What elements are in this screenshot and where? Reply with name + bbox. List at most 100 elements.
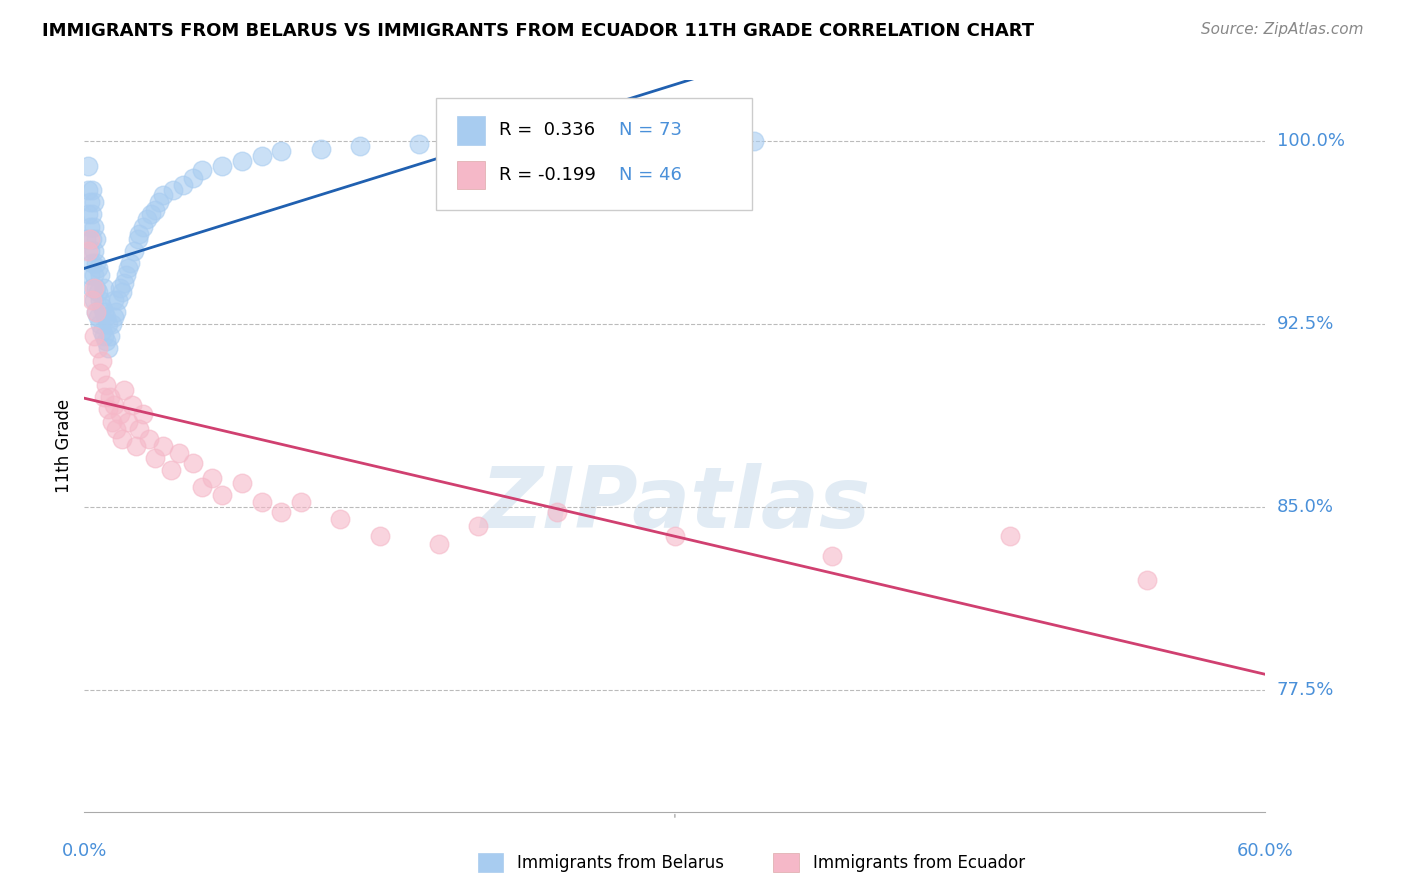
Point [128, 422, 150, 436]
Point [250, 495, 273, 509]
Text: N = 46: N = 46 [619, 166, 682, 184]
Point [329, 512, 352, 526]
Point [83, 329, 105, 343]
Point [91, 300, 114, 314]
Point [117, 260, 139, 275]
Point [605, 134, 627, 148]
Text: 85.0%: 85.0% [1277, 498, 1333, 516]
Point [103, 310, 125, 324]
Point [97, 402, 120, 417]
Point [77, 159, 100, 173]
Point [97, 317, 120, 331]
Point [143, 202, 166, 217]
Point [89, 268, 111, 283]
Text: Source: ZipAtlas.com: Source: ZipAtlas.com [1201, 22, 1364, 37]
Point [143, 451, 166, 466]
Text: ZIPatlas: ZIPatlas [479, 463, 870, 546]
Point [408, 136, 430, 151]
Text: Immigrants from Belarus: Immigrants from Belarus [517, 854, 724, 871]
Point [79, 195, 101, 210]
Point [104, 422, 127, 436]
Point [111, 432, 134, 446]
Point [84, 280, 107, 294]
Point [191, 163, 214, 178]
Point [93, 305, 115, 319]
Point [467, 519, 489, 533]
Point [136, 212, 159, 227]
Point [83, 280, 105, 294]
Point [87, 260, 110, 275]
Point [98, 329, 121, 343]
Text: IMMIGRANTS FROM BELARUS VS IMMIGRANTS FROM ECUADOR 11TH GRADE CORRELATION CHART: IMMIGRANTS FROM BELARUS VS IMMIGRANTS FR… [42, 22, 1035, 40]
Point [111, 285, 134, 300]
Point [309, 142, 332, 156]
Point [94, 310, 117, 324]
Y-axis label: 11th Grade: 11th Grade [55, 399, 73, 493]
Point [162, 183, 184, 197]
Point [82, 280, 104, 294]
Point [138, 432, 160, 446]
Point [152, 187, 174, 202]
Point [79, 219, 101, 234]
Point [231, 153, 253, 168]
Point [172, 178, 194, 193]
Point [89, 293, 111, 307]
Point [201, 471, 224, 485]
Point [132, 407, 155, 421]
Point [91, 353, 114, 368]
Point [467, 136, 489, 151]
Point [368, 529, 391, 543]
Point [91, 325, 114, 339]
Point [148, 195, 170, 210]
Point [83, 293, 105, 307]
Point [211, 488, 233, 502]
Point [526, 134, 548, 148]
Point [79, 244, 101, 258]
Point [84, 305, 107, 319]
Point [546, 505, 568, 519]
Point [94, 378, 117, 392]
Point [128, 227, 150, 241]
Point [108, 280, 131, 294]
Point [83, 268, 105, 283]
Point [211, 159, 233, 173]
Point [83, 219, 105, 234]
Point [152, 439, 174, 453]
Point [427, 536, 450, 550]
Text: 100.0%: 100.0% [1277, 132, 1344, 150]
Text: 0.0%: 0.0% [62, 842, 107, 860]
Text: R =  0.336: R = 0.336 [499, 121, 595, 139]
Point [87, 285, 110, 300]
Point [290, 495, 312, 509]
Point [664, 529, 686, 543]
Point [167, 446, 190, 460]
Point [108, 407, 131, 421]
Point [77, 207, 100, 221]
Point [114, 268, 136, 283]
Point [82, 207, 104, 221]
Text: 92.5%: 92.5% [1277, 315, 1334, 333]
Point [160, 463, 183, 477]
Point [349, 139, 371, 153]
Text: 77.5%: 77.5% [1277, 681, 1334, 698]
Point [82, 183, 104, 197]
Point [101, 415, 124, 429]
Point [93, 390, 115, 404]
Point [82, 293, 104, 307]
Point [821, 549, 844, 563]
Point [118, 256, 141, 270]
Text: Immigrants from Ecuador: Immigrants from Ecuador [813, 854, 1025, 871]
Point [82, 256, 104, 270]
Point [97, 342, 120, 356]
Point [742, 134, 765, 148]
Point [83, 195, 105, 210]
Point [127, 232, 149, 246]
Point [93, 280, 115, 294]
Point [141, 207, 163, 221]
Point [121, 398, 143, 412]
Point [124, 439, 146, 453]
Point [181, 170, 204, 185]
Point [1136, 573, 1159, 587]
Point [84, 232, 107, 246]
Point [104, 305, 127, 319]
